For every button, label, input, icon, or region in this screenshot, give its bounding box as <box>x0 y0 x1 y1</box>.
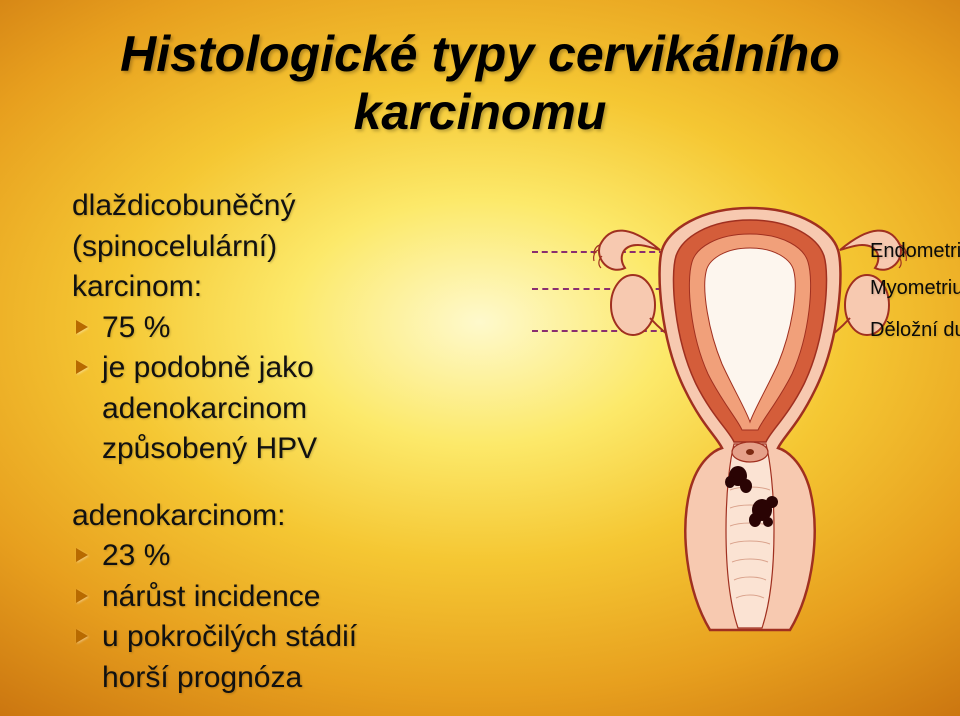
annotation-endometrium: Endometrium <box>870 240 960 263</box>
block-adeno: adenokarcinom: 23 % nárůst incidence u p… <box>72 496 512 699</box>
title-line-2: karcinomu <box>354 84 607 140</box>
uterus-diagram: Endometrium Myometrium Děložní dutina <box>520 190 930 670</box>
squamous-bullet-2c: způsobený HPV <box>102 432 317 465</box>
squamous-bullet-2a: je podobně jako <box>102 351 314 384</box>
title-line-1: Histologické typy cervikálního <box>120 26 840 82</box>
adeno-bullet-3a: u pokročilých stádií <box>102 620 357 653</box>
adeno-bullet-3b: horší prognóza <box>102 661 302 694</box>
left-column: dlaždicobuněčný (spinocelulární) karcino… <box>72 186 512 716</box>
adeno-bullet-1: 23 % <box>72 536 512 577</box>
slide-title: Histologické typy cervikálního karcinomu <box>0 26 960 141</box>
annotation-cavity: Děložní dutina <box>870 319 960 342</box>
adeno-bullet-2: nárůst incidence <box>72 577 512 618</box>
slide: Histologické typy cervikálního karcinomu… <box>0 0 960 716</box>
adeno-bullet-3: u pokročilých stádií horší prognóza <box>72 617 512 698</box>
squamous-lead-2: (spinocelulární) <box>72 227 512 268</box>
squamous-bullet-1: 75 % <box>72 308 512 349</box>
uterus-illustration <box>590 190 910 660</box>
squamous-bullet-2b: adenokarcinom <box>102 392 307 425</box>
adeno-lead: adenokarcinom: <box>72 496 512 537</box>
block-squamous: dlaždicobuněčný (spinocelulární) karcino… <box>72 186 512 470</box>
annotation-myometrium: Myometrium <box>870 277 960 300</box>
squamous-lead-3: karcinom: <box>72 267 512 308</box>
squamous-lead-1: dlaždicobuněčný <box>72 186 512 227</box>
squamous-bullet-2: je podobně jako adenokarcinom způsobený … <box>72 348 512 470</box>
